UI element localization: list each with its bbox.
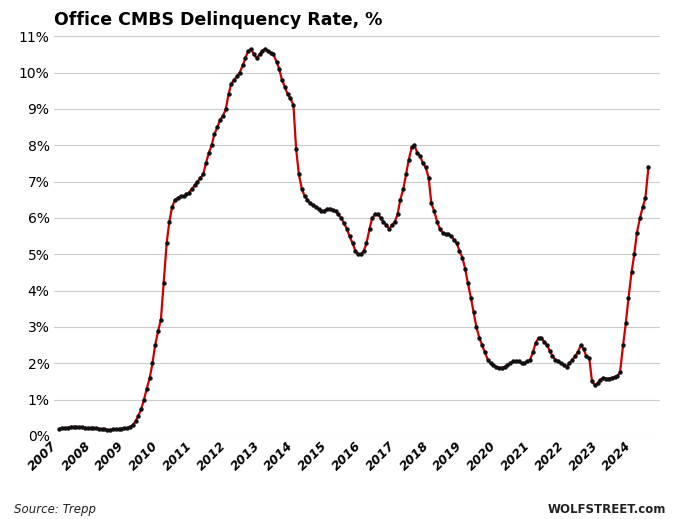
- Text: Source: Trepp: Source: Trepp: [14, 503, 96, 516]
- Text: WOLFSTREET.com: WOLFSTREET.com: [548, 503, 666, 516]
- Text: Office CMBS Delinquency Rate, %: Office CMBS Delinquency Rate, %: [54, 11, 383, 29]
